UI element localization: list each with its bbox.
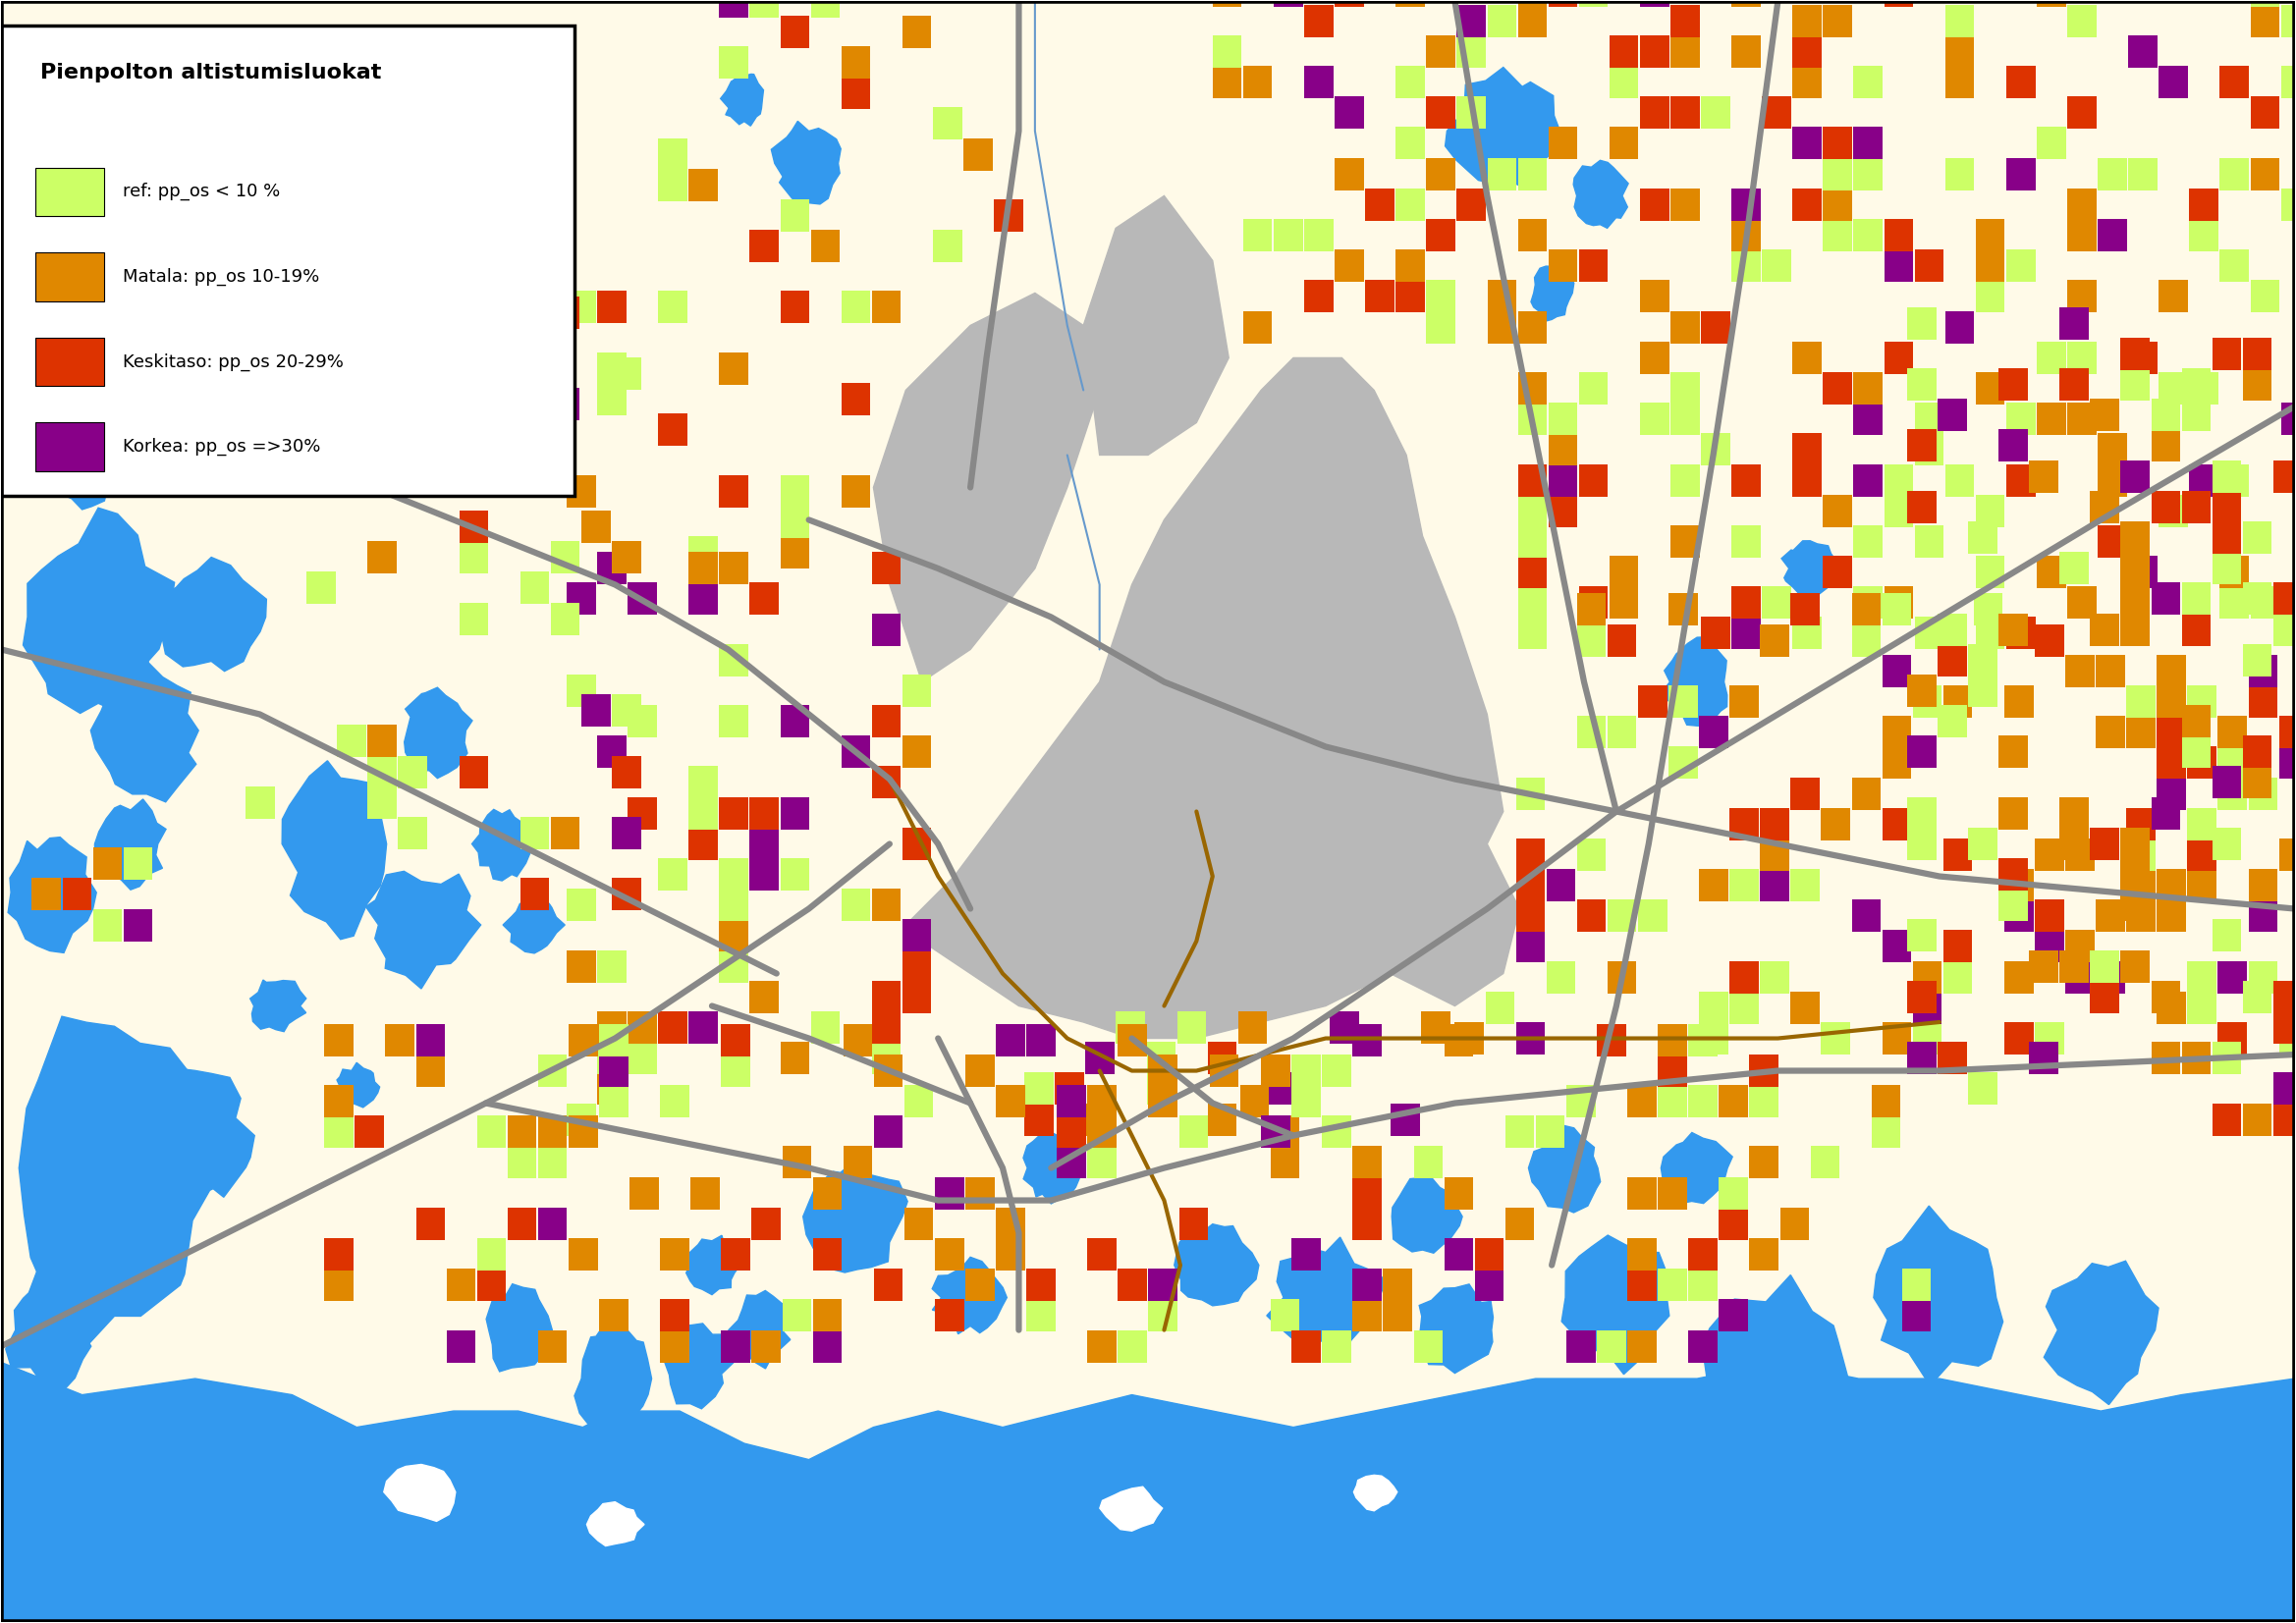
Bar [2280,188,2296,221]
Bar [1548,0,1577,6]
Bar [1088,1146,1116,1178]
Bar [2037,341,2066,373]
Bar [2037,403,2066,435]
Polygon shape [1531,265,1575,321]
Bar [1885,0,1913,6]
Bar [1474,1269,1504,1302]
Bar [2004,961,2034,993]
Bar [1750,1055,1779,1087]
Bar [1731,188,1761,221]
Polygon shape [5,1269,92,1393]
Bar [1671,96,1699,128]
Bar [154,297,184,329]
Polygon shape [90,661,197,802]
Bar [1913,685,1942,717]
Bar [1548,495,1577,527]
Bar [1515,930,1545,962]
Bar [1116,1011,1146,1044]
Bar [1548,868,1575,901]
Polygon shape [2,1362,2294,1621]
Bar [659,859,687,891]
Polygon shape [487,1284,553,1371]
Bar [659,169,687,201]
Bar [2004,1022,2034,1055]
Bar [2273,980,2296,1013]
Bar [1761,96,1791,128]
Bar [1729,808,1759,841]
Bar [1146,1073,1176,1105]
Bar [1701,617,1731,649]
Bar [397,816,427,849]
Bar [872,704,900,737]
Bar [2066,586,2096,618]
Bar [2034,930,2064,962]
Bar [1548,127,1577,159]
Bar [1352,1208,1382,1240]
Bar [1975,250,2004,282]
Bar [1580,464,1607,497]
Polygon shape [1874,1206,2002,1386]
Bar [1671,372,1699,404]
Bar [124,847,152,880]
Bar [1178,1011,1205,1044]
Text: Pienpolton altistumisluokat: Pienpolton altistumisluokat [41,63,381,83]
Bar [1056,1146,1086,1178]
Bar [1421,1011,1451,1044]
Bar [2158,495,2188,527]
Bar [569,1238,597,1271]
Bar [1731,464,1761,497]
Bar [2273,459,2296,492]
Bar [659,414,687,446]
Bar [1396,67,1426,99]
Bar [1942,685,1972,717]
Bar [1304,219,1334,252]
Bar [1975,372,2004,404]
Bar [2030,1042,2057,1074]
Bar [1548,403,1577,435]
Bar [2243,980,2271,1013]
Bar [2213,1104,2241,1136]
Bar [689,552,719,584]
Polygon shape [1660,1133,1733,1203]
Bar [689,583,719,615]
Bar [1913,1022,1942,1055]
Bar [478,1238,505,1271]
Bar [2037,555,2066,588]
Bar [781,536,808,568]
Bar [2089,490,2119,523]
Bar [1761,961,1789,993]
Bar [659,138,687,170]
Bar [2188,961,2216,993]
Bar [1945,67,1975,99]
Polygon shape [804,1159,907,1272]
Bar [2213,338,2241,370]
Bar [92,909,122,941]
Polygon shape [721,75,765,127]
Bar [813,1177,843,1209]
Bar [1851,777,1880,810]
Bar [1548,961,1575,993]
Bar [445,1269,475,1302]
Bar [308,571,335,604]
Bar [2181,490,2211,523]
Bar [537,1115,567,1147]
Bar [1942,930,1972,962]
Bar [1729,992,1759,1024]
Bar [781,16,808,47]
Bar [581,511,611,544]
Bar [1086,1104,1114,1136]
Polygon shape [282,761,386,940]
Bar [2060,307,2089,339]
Bar [1938,1042,1968,1074]
Bar [2280,747,2296,779]
Bar [1871,1086,1901,1117]
Bar [611,816,641,849]
Bar [1793,433,1821,466]
Bar [1908,430,1936,463]
Bar [840,45,870,78]
Bar [2181,1042,2211,1074]
Bar [1975,594,2002,626]
Bar [1088,1115,1116,1147]
Polygon shape [1084,196,1228,454]
